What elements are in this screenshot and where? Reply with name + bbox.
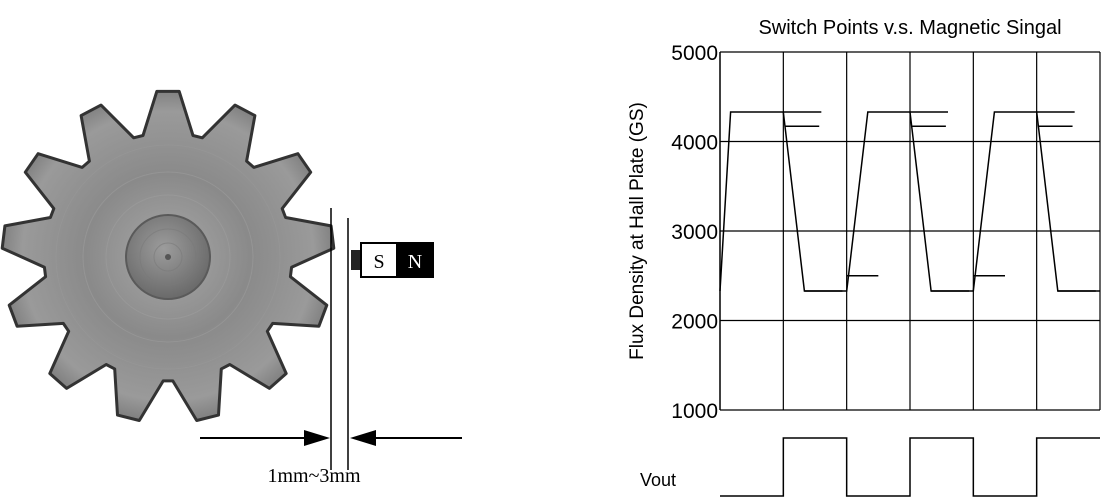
- gap-range-label: 1mm~3mm: [267, 465, 361, 487]
- chart-grid: [719, 51, 1101, 411]
- gap-min: 1mm: [267, 465, 309, 487]
- vout-waveform: [720, 437, 1100, 497]
- arrow-left-icon: [350, 430, 376, 446]
- y-tick-label: 5000: [671, 42, 718, 65]
- gap-dimension-arrows: [200, 430, 462, 446]
- magnet-south-label: S: [373, 251, 384, 273]
- y-tick-label: 1000: [671, 400, 718, 423]
- magnet-icon: S N: [351, 242, 434, 278]
- gap-max: 3mm: [319, 465, 361, 487]
- gear-icon: [0, 89, 336, 422]
- switch-point-marks: [783, 111, 1096, 292]
- switch-points-chart: Switch Points v.s. Magnetic Singal Flux …: [627, 17, 1101, 497]
- y-tick-label: 2000: [671, 311, 718, 334]
- gap-separator: ~: [309, 465, 320, 487]
- vout-label: Vout: [640, 470, 676, 490]
- chart-y-axis-label: Flux Density at Hall Plate (GS): [627, 102, 648, 360]
- y-tick-label: 3000: [671, 221, 718, 244]
- magnet-north-label: N: [408, 251, 422, 273]
- chart-y-ticks: 1000 2000 3000 4000 5000: [671, 42, 718, 423]
- arrow-right-icon: [304, 430, 330, 446]
- gear-sensor-diagram: S N 1mm~3mm: [0, 89, 462, 487]
- flux-density-line: [719, 111, 1100, 292]
- y-tick-label: 4000: [671, 132, 718, 155]
- chart-title: Switch Points v.s. Magnetic Singal: [758, 17, 1061, 39]
